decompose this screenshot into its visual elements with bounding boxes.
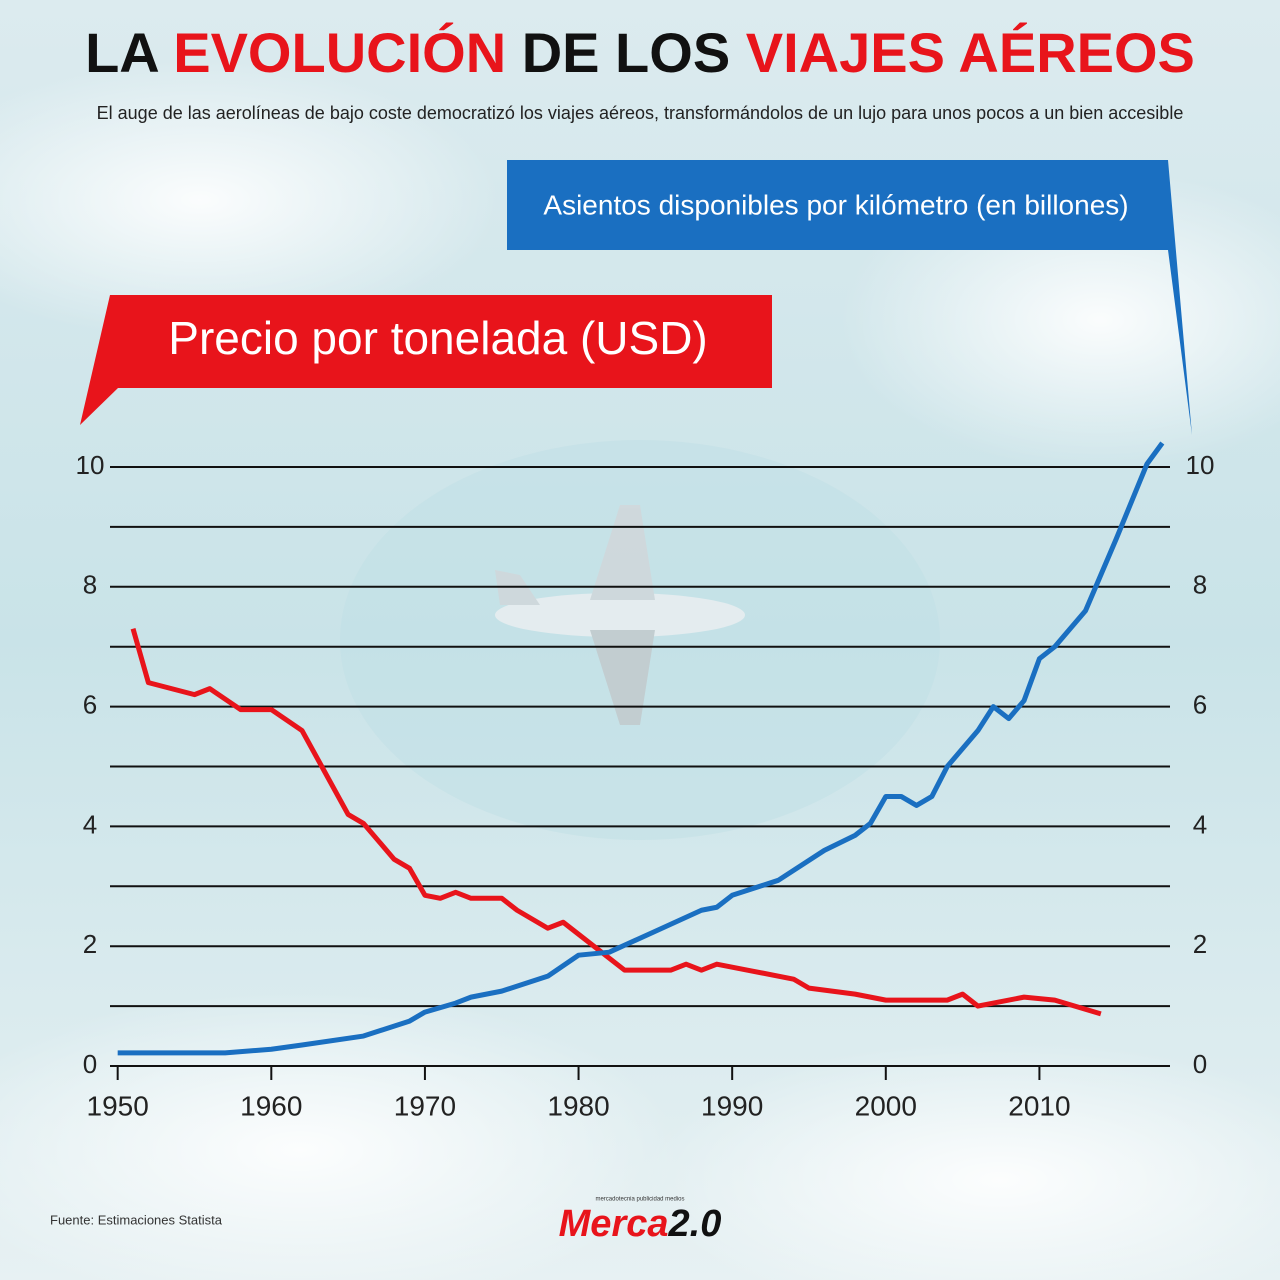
x-tick-label: 2010 bbox=[1008, 1090, 1070, 1121]
y2-tick-label: 6 bbox=[1193, 689, 1207, 719]
y2-tick-label: 10 bbox=[1186, 450, 1215, 480]
x-tick-label: 1980 bbox=[547, 1090, 609, 1121]
y-tick-label: 0 bbox=[83, 1049, 97, 1079]
title: LA EVOLUCIÓN DE LOS VIAJES AÉREOS bbox=[85, 21, 1195, 84]
logo-part: 2.0 bbox=[668, 1203, 722, 1245]
logo-part: Merca bbox=[559, 1203, 669, 1245]
legend-box-red bbox=[80, 295, 772, 425]
y2-tick-label: 0 bbox=[1193, 1049, 1207, 1079]
x-tick-label: 1970 bbox=[394, 1090, 456, 1121]
series-line bbox=[117, 441, 1165, 1056]
title-part: VIAJES AÉREOS bbox=[746, 21, 1195, 84]
y2-tick-label: 2 bbox=[1193, 929, 1207, 959]
y-tick-label: 4 bbox=[83, 809, 97, 839]
x-tick-label: 1960 bbox=[240, 1090, 302, 1121]
y2-tick-label: 8 bbox=[1193, 570, 1207, 600]
logo: Merca2.0 bbox=[559, 1203, 722, 1245]
title-part: LA bbox=[85, 21, 173, 84]
logo-tagline: mercadotecnia publicidad medios bbox=[595, 1197, 684, 1203]
subtitle: El auge de las aerolíneas de bajo coste … bbox=[97, 103, 1184, 123]
y-tick-label: 6 bbox=[83, 689, 97, 719]
title-part: DE LOS bbox=[506, 21, 746, 84]
legend-label: Precio por tonelada (USD) bbox=[168, 312, 707, 364]
airplane bbox=[495, 505, 745, 725]
x-tick-label: 2000 bbox=[855, 1090, 917, 1121]
source: Fuente: Estimaciones Statista bbox=[50, 1212, 223, 1227]
x-tick-label: 1990 bbox=[701, 1090, 763, 1121]
y-tick-label: 8 bbox=[83, 570, 97, 600]
y-tick-label: 2 bbox=[83, 929, 97, 959]
y2-tick-label: 4 bbox=[1193, 809, 1207, 839]
legend-label: Asientos disponibles por kilómetro (en b… bbox=[543, 189, 1128, 220]
legend-box-blue bbox=[507, 160, 1192, 435]
y-tick-label: 10 bbox=[76, 450, 105, 480]
x-tick-label: 1950 bbox=[87, 1090, 149, 1121]
title-part: EVOLUCIÓN bbox=[173, 21, 506, 84]
series-line bbox=[130, 628, 1102, 1017]
